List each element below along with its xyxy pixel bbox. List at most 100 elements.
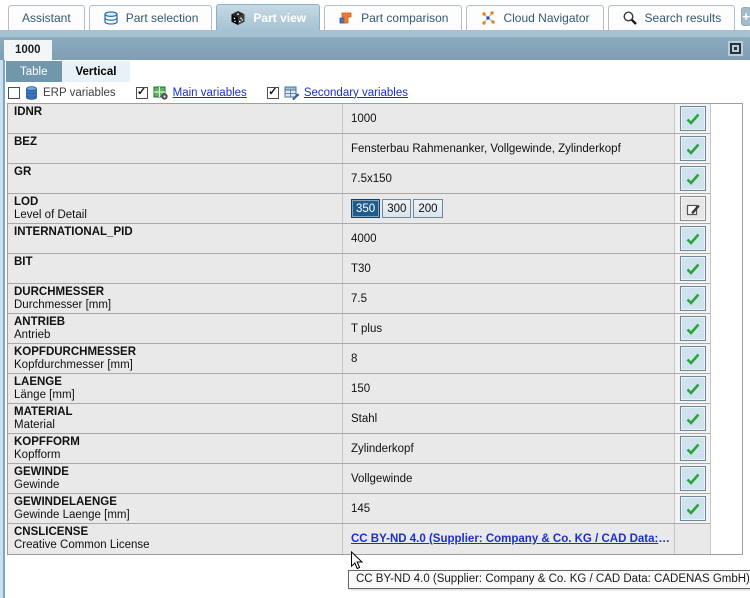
table-right-gutter	[710, 104, 742, 554]
row-action-cell	[674, 254, 710, 283]
variable-description: Gewinde Laenge [mm]	[14, 509, 130, 521]
variable-value: 145	[342, 494, 674, 523]
variable-description: Gewinde	[14, 479, 60, 491]
variable-name: BIT	[14, 256, 33, 268]
row-action-cell	[674, 224, 710, 253]
row-action-cell	[674, 464, 710, 493]
mouse-cursor	[350, 550, 364, 574]
variable-name: INTERNATIONAL_PID	[14, 226, 133, 238]
row-approved-button[interactable]	[679, 286, 706, 311]
view-tab-table[interactable]: Table	[6, 61, 62, 82]
row-approved-button[interactable]	[679, 166, 706, 191]
variable-name: LOD	[14, 196, 39, 208]
variable-name: LAENGE	[14, 376, 62, 388]
row-bit: BIT T30	[8, 254, 710, 284]
license-link[interactable]: CC BY-ND 4.0 (Supplier: Company & Co. KG…	[351, 533, 670, 545]
row-approved-button[interactable]	[679, 256, 706, 281]
app-tabbar: Assistant Part selection Part view Part …	[0, 0, 750, 30]
database-icon	[25, 85, 38, 100]
tooltip: CC BY-ND 4.0 (Supplier: Company & Co. KG…	[348, 570, 750, 589]
secondary-variables-icon	[284, 86, 299, 100]
variable-value: Vollgewinde	[342, 464, 674, 493]
variable-name: ANTRIEB	[14, 316, 66, 328]
row-approved-button[interactable]	[679, 136, 706, 161]
variable-description: Länge [mm]	[14, 389, 75, 401]
variable-value: 8	[342, 344, 674, 373]
value-text: T plus	[351, 322, 383, 335]
layers-icon	[103, 10, 119, 26]
row-approved-button[interactable]	[679, 496, 706, 521]
row-idnr: IDNR 1000	[8, 104, 710, 134]
variable-name: GEWINDE	[14, 466, 69, 478]
variable-description: Creative Common License	[14, 539, 150, 551]
row-approved-button[interactable]	[679, 316, 706, 341]
tab-part-comparison[interactable]: Part comparison	[324, 5, 463, 30]
variable-name: GR	[14, 166, 32, 178]
variable-value: T30	[342, 254, 674, 283]
variable-description: Durchmesser [mm]	[14, 299, 112, 311]
row-approved-button[interactable]	[679, 346, 706, 371]
variable-description: Level of Detail	[14, 209, 87, 221]
variable-description: Kopfdurchmesser [mm]	[14, 359, 133, 371]
variable-description: Antrieb	[14, 329, 51, 341]
row-bez: BEZ Fensterbau Rahmenanker, Vollgewinde,…	[8, 134, 710, 164]
variable-name: KOPFFORM	[14, 436, 80, 448]
tab-assistant[interactable]: Assistant	[8, 5, 85, 30]
row-durchmesser: DURCHMESSER Durchmesser [mm] 7.5	[8, 284, 710, 314]
variable-description: Material	[14, 419, 55, 431]
variable-name: GEWINDELAENGE	[14, 496, 117, 508]
value-text: 145	[351, 502, 371, 515]
variable-value: 7.5	[342, 284, 674, 313]
tab-cloud-navigator[interactable]: Cloud Navigator	[466, 5, 604, 30]
lod-option-200[interactable]: 200	[413, 199, 443, 218]
row-edit-button[interactable]	[679, 196, 706, 221]
row-approved-button[interactable]	[679, 436, 706, 461]
row-approved-button[interactable]	[679, 226, 706, 251]
variable-name: CNSLICENSE	[14, 526, 89, 538]
row-action-cell	[674, 524, 710, 554]
row-international-pid: INTERNATIONAL_PID 4000	[8, 224, 710, 254]
value-text: 4000	[351, 232, 377, 245]
row-approved-button[interactable]	[679, 466, 706, 491]
row-action-cell	[674, 194, 710, 223]
tab-search-results[interactable]: Search results	[607, 5, 736, 30]
value-text: Stahl	[351, 412, 378, 425]
row-approved-button[interactable]	[679, 106, 706, 131]
document-tab-1000[interactable]: 1000	[4, 40, 52, 60]
variable-value: 150	[342, 374, 674, 403]
secondary-variables-checkbox[interactable]	[266, 86, 279, 99]
value-text: 1000	[351, 112, 377, 125]
row-approved-button[interactable]	[679, 376, 706, 401]
view-tab-vertical[interactable]: Vertical	[61, 61, 131, 82]
variable-name: KOPFDURCHMESSER	[14, 346, 137, 358]
value-text: 8	[351, 352, 358, 365]
value-text: Zylinderkopf	[351, 442, 414, 455]
row-action-cell	[674, 374, 710, 403]
lod-option-350[interactable]: 350	[351, 199, 381, 218]
secondary-variables-label[interactable]: Secondary variables	[303, 86, 409, 99]
row-action-cell	[674, 404, 710, 433]
row-action-cell	[674, 104, 710, 133]
row-gewinde: GEWINDE Gewinde Vollgewinde	[8, 464, 710, 494]
tab-part-view[interactable]: Part view	[216, 4, 321, 30]
variable-value: 1000	[342, 104, 674, 133]
left-edge-strip	[0, 60, 5, 598]
main-variables-label[interactable]: Main variables	[172, 86, 247, 99]
die-icon	[230, 10, 246, 26]
restore-window-button[interactable]	[728, 41, 743, 56]
variable-value: T plus	[342, 314, 674, 343]
erp-variables-checkbox[interactable]	[8, 86, 20, 99]
row-action-cell	[674, 284, 710, 313]
row-kopfform: KOPFFORM Kopfform Zylinderkopf	[8, 434, 710, 464]
lod-button-group: 350 300 200	[351, 199, 443, 218]
main-variables-checkbox[interactable]	[135, 86, 148, 99]
row-gewindelaenge: GEWINDELAENGE Gewinde Laenge [mm] 145	[8, 494, 710, 524]
new-tab-button[interactable]: +	[741, 7, 750, 26]
lod-option-300[interactable]: 300	[382, 199, 412, 218]
variable-value: 4000	[342, 224, 674, 253]
variable-value: 350 300 200	[342, 194, 674, 223]
row-approved-button[interactable]	[679, 406, 706, 431]
tab-part-selection[interactable]: Part selection	[88, 5, 213, 30]
value-text: T30	[351, 262, 371, 275]
